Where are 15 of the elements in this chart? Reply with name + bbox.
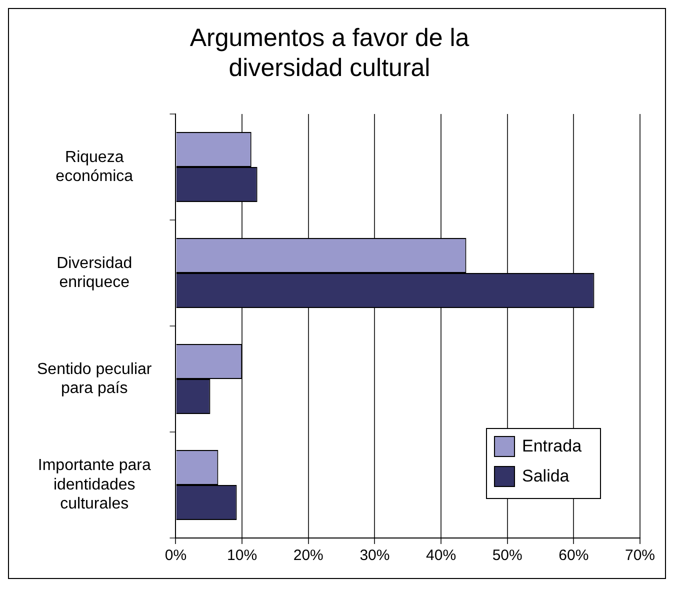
x-tick-label: 10% [227, 547, 258, 564]
legend-label: Entrada [522, 436, 582, 456]
chart-title: Argumentos a favor de la diversidad cultural [190, 24, 470, 82]
x-tick-label: 0% [164, 547, 187, 564]
y-tick-label: Importante para identidades culturales [38, 457, 151, 513]
x-tick-label: 70% [624, 547, 656, 564]
y-tick-label: Sentido peculiar para país [36, 360, 152, 398]
legend-label: Salida [522, 466, 570, 486]
x-tick-label: 40% [426, 547, 456, 564]
x-tick-label: 30% [360, 547, 390, 564]
y-tick-label: Diversidad enriquece [56, 254, 132, 292]
x-tick-label: 20% [293, 547, 324, 564]
x-tick-label: 60% [558, 547, 589, 564]
y-tick-label: Riqueza económica [56, 148, 134, 186]
x-tick-label: 50% [492, 547, 522, 564]
